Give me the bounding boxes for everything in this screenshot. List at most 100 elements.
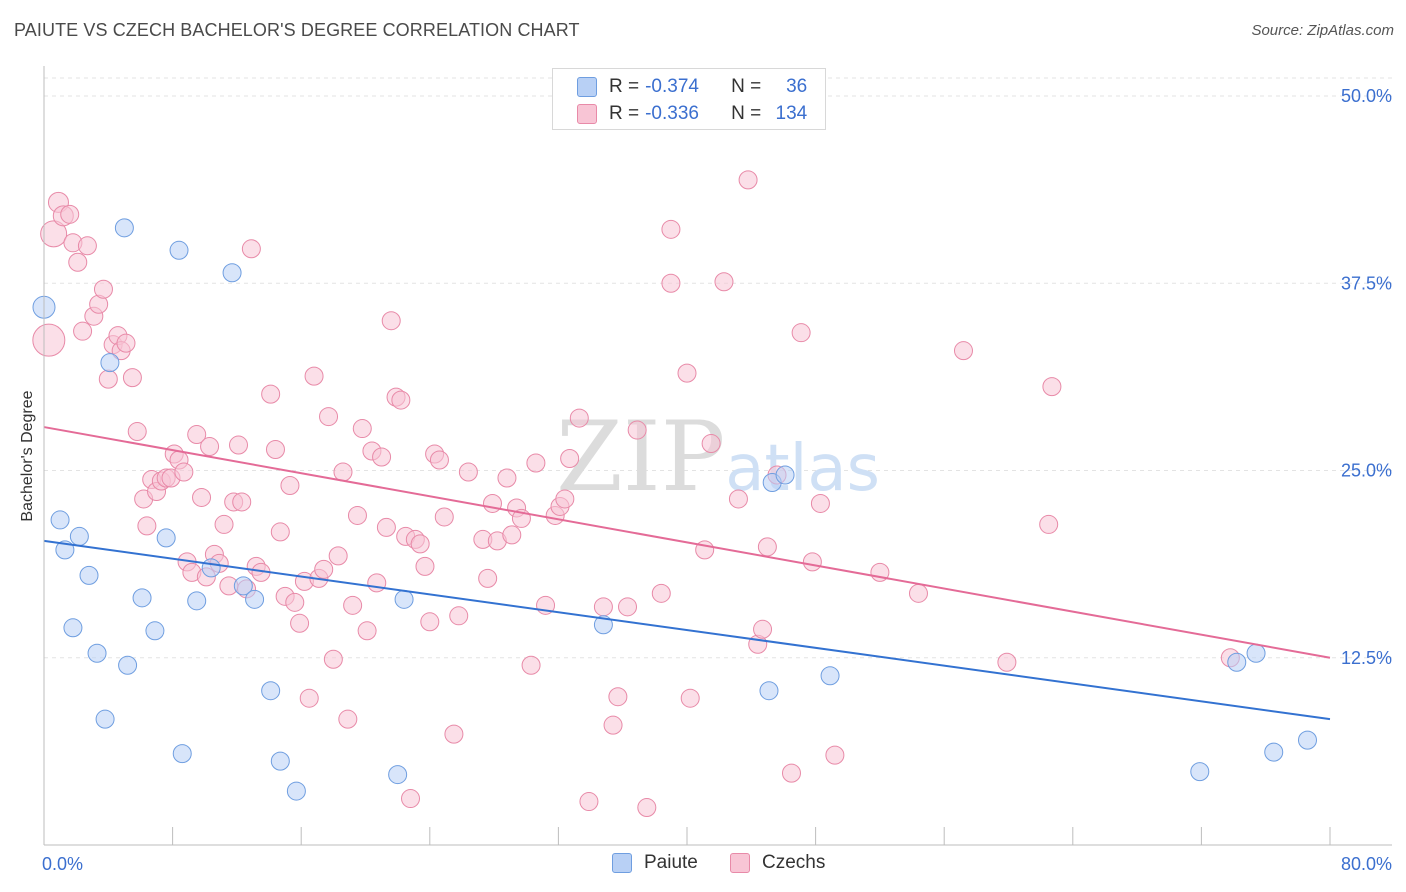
czech-point — [482, 493, 502, 513]
paiute-points — [32, 218, 1317, 801]
czech-point — [319, 407, 339, 427]
y-tick-label: 37.5% — [1341, 273, 1392, 293]
czech-point — [997, 652, 1017, 672]
paiute-point — [1190, 762, 1210, 782]
paiute-point — [79, 565, 99, 585]
paiute-point — [145, 621, 165, 641]
paiute-point — [775, 465, 795, 485]
czech-point — [32, 323, 66, 357]
czech-point — [328, 546, 348, 566]
czech-point — [753, 619, 773, 639]
czech-point — [304, 366, 324, 386]
legend-row-czechs: R = -0.336 N = 134 — [553, 100, 807, 128]
paiute-point — [63, 618, 83, 638]
watermark-atlas: atlas — [725, 432, 880, 506]
czech-point — [680, 688, 700, 708]
legend-item-czechs[interactable]: Czechs — [730, 852, 825, 874]
czech-point — [127, 422, 147, 442]
legend-swatch-czechs — [730, 853, 750, 873]
source-label: Source: ZipAtlas.com — [1251, 22, 1394, 39]
czech-point — [677, 363, 697, 383]
czech-point — [299, 688, 319, 708]
czech-point — [593, 597, 613, 617]
paiute-point — [245, 589, 265, 609]
paiute-point — [820, 666, 840, 686]
czech-point — [651, 583, 671, 603]
czech-point — [60, 204, 80, 224]
czech-point — [701, 434, 721, 454]
x-tick-label: 0.0% — [42, 854, 83, 874]
czech-point — [825, 745, 845, 765]
paiute-point — [156, 528, 176, 548]
czech-point — [603, 715, 623, 735]
legend-n-value-czechs: 134 — [775, 103, 808, 124]
paiute-point — [69, 526, 89, 546]
paiute-point — [388, 765, 408, 785]
czech-point — [608, 687, 628, 707]
correlation-legend: R = -0.374 N = 36 R = -0.336 N = 134 — [552, 68, 826, 130]
czech-point — [637, 798, 657, 818]
paiute-point — [100, 353, 120, 373]
czech-point — [569, 408, 589, 428]
czech-point — [810, 493, 830, 513]
legend-row-paiute: R = -0.374 N = 36 — [553, 73, 807, 101]
paiute-point — [132, 588, 152, 608]
czech-point — [618, 597, 638, 617]
paiute-point — [172, 744, 192, 764]
chart-title: PAIUTE VS CZECH BACHELOR'S DEGREE CORREL… — [14, 20, 580, 40]
paiute-point — [759, 681, 779, 701]
paiute-trend-line — [43, 539, 1331, 721]
czech-point — [738, 170, 758, 190]
czech-point — [410, 534, 430, 554]
czech-point — [98, 369, 118, 389]
czech-point — [333, 462, 353, 482]
czech-point — [192, 487, 212, 507]
paiute-point — [1264, 742, 1284, 762]
czech-point — [187, 425, 207, 445]
paiute-point — [1297, 730, 1317, 750]
czech-point — [579, 792, 599, 812]
czech-point — [290, 613, 310, 633]
paiute-point — [593, 615, 613, 635]
y-tick-label: 25.0% — [1341, 461, 1392, 481]
tick-labels: 12.5% 25.0% 37.5% 50.0% 0.0% 80.0% — [42, 86, 1392, 874]
czech-point — [261, 384, 281, 404]
legend-n-label: N = — [731, 76, 762, 97]
paiute-point — [187, 591, 207, 611]
czech-point — [444, 724, 464, 744]
paiute-point — [114, 218, 134, 238]
czech-point — [449, 606, 469, 626]
czech-point — [270, 522, 290, 542]
gridlines — [44, 77, 1392, 659]
paiute-point — [394, 589, 414, 609]
czech-point — [352, 419, 372, 439]
czech-point — [323, 649, 343, 669]
czech-point — [415, 556, 435, 576]
czech-point — [521, 655, 541, 675]
czech-point — [478, 568, 498, 588]
legend-item-paiute[interactable]: Paiute — [612, 852, 698, 874]
paiute-point — [95, 709, 115, 729]
paiute-point — [1227, 652, 1247, 672]
czech-point — [1039, 514, 1059, 534]
series-legend: Paiute Czechs — [0, 852, 1406, 878]
czech-point — [232, 492, 252, 512]
czech-point — [429, 450, 449, 470]
czech-point — [420, 612, 440, 632]
legend-r-value-czechs: -0.336 — [645, 103, 699, 124]
czech-point — [526, 453, 546, 473]
czech-point — [77, 236, 97, 256]
paiute-point — [169, 240, 189, 260]
czech-point — [714, 272, 734, 292]
czech-point — [791, 323, 811, 343]
paiute-point — [201, 558, 221, 578]
czech-point — [174, 462, 194, 482]
czech-point — [200, 437, 220, 457]
czech-point — [367, 573, 387, 593]
czech-point — [137, 516, 157, 536]
czech-point — [116, 333, 136, 353]
czech-point — [555, 489, 575, 509]
czech-point — [343, 595, 363, 615]
czech-point — [93, 279, 113, 299]
czech-point — [357, 621, 377, 641]
